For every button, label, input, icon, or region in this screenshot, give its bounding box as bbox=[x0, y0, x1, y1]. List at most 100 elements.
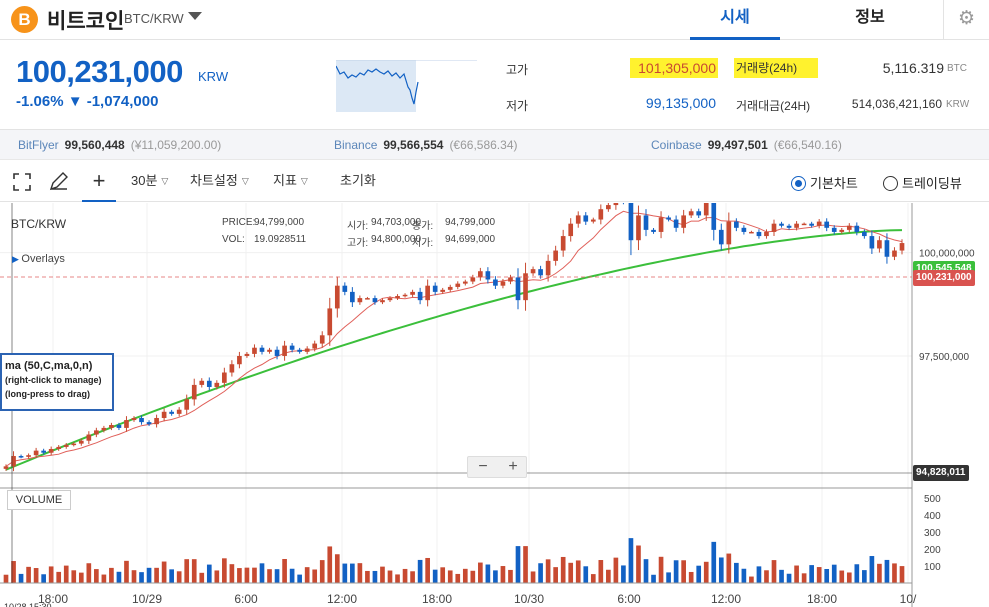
candle-body bbox=[515, 277, 521, 301]
candle-body bbox=[636, 215, 641, 241]
candle-body bbox=[244, 353, 250, 356]
chart-area[interactable]: 100,000,000 97,500,000 500 400 300 200 100 18:0… bbox=[0, 203, 989, 607]
coin-dropdown-icon[interactable] bbox=[188, 12, 202, 20]
volume-tick-label: 500 bbox=[924, 494, 941, 505]
volume-bar bbox=[846, 572, 852, 583]
volume-24h-value: 5,116.319 bbox=[882, 60, 944, 76]
tab-info[interactable]: 정보 bbox=[855, 9, 885, 26]
candle-body bbox=[199, 380, 205, 385]
x-tick-label-partial: 10/28 15:30 bbox=[4, 602, 52, 607]
overlays-toggle[interactable]: ▶ Overlays bbox=[12, 253, 65, 265]
exchange-item[interactable]: Binance 99,566,554 (€66,586.34) bbox=[334, 138, 518, 152]
volume-bar bbox=[862, 570, 867, 583]
reset-button[interactable]: 초기화 bbox=[340, 173, 376, 188]
tab-market[interactable]: 시세 bbox=[690, 0, 780, 40]
gear-icon[interactable]: ⚙ bbox=[943, 0, 989, 40]
radio-unselected-icon bbox=[883, 176, 898, 191]
volume-bar bbox=[33, 568, 39, 583]
ma-indicator-box[interactable]: ma (50,C,ma,0,n) (right-click to manage)… bbox=[0, 353, 114, 411]
candle-body bbox=[146, 422, 152, 425]
candle-body bbox=[357, 298, 363, 303]
candle-body bbox=[425, 285, 430, 301]
legend-close: 94,799,000 bbox=[445, 217, 496, 228]
candle-body bbox=[229, 364, 235, 373]
volume-bar bbox=[455, 573, 461, 583]
radio-basic-chart[interactable]: 기본차트 bbox=[791, 173, 858, 192]
volume-bar bbox=[417, 559, 423, 583]
candle-body bbox=[237, 355, 242, 365]
candle-body bbox=[553, 250, 558, 261]
candle-body bbox=[899, 243, 905, 251]
zoom-in-button[interactable]: + bbox=[508, 458, 518, 475]
candle-body bbox=[651, 229, 656, 232]
candle-body bbox=[568, 223, 574, 237]
radio-tradingview[interactable]: 트레이딩뷰 bbox=[883, 173, 962, 192]
crosshair-icon[interactable]: + bbox=[82, 160, 116, 202]
candle-body bbox=[124, 420, 129, 428]
candle-body bbox=[523, 273, 528, 301]
legend-high: 94,800,000 bbox=[371, 234, 422, 245]
exchange-item[interactable]: BitFlyer 99,560,448 (¥11,059,200.00) bbox=[18, 138, 221, 152]
volume-bar bbox=[380, 566, 385, 583]
candle-body bbox=[282, 345, 287, 356]
candle-body bbox=[312, 343, 318, 349]
candle-body bbox=[666, 217, 671, 220]
volume-bar bbox=[26, 566, 31, 583]
volume-bar bbox=[869, 556, 875, 583]
indicators-menu[interactable]: 지표 ▽ bbox=[273, 160, 308, 202]
candle-body bbox=[741, 227, 747, 232]
volume-tick-label: 400 bbox=[924, 511, 941, 522]
fullscreen-icon[interactable] bbox=[12, 160, 36, 202]
volume-bar bbox=[462, 568, 468, 583]
exchange-prices-row: BitFlyer 99,560,448 (¥11,059,200.00) Binan… bbox=[0, 130, 989, 160]
volume-bar bbox=[161, 561, 167, 583]
legend-low-label: 저가: bbox=[412, 238, 434, 249]
candle-body bbox=[606, 205, 611, 210]
volume-bar bbox=[877, 563, 882, 583]
interval-select[interactable]: 30분 ▽ bbox=[131, 160, 168, 202]
volume-bar bbox=[334, 554, 340, 583]
trade-amount-unit: KRW bbox=[946, 99, 970, 110]
volume-bar bbox=[628, 538, 634, 583]
zoom-out-button[interactable]: − bbox=[478, 458, 488, 475]
coin-name: 비트코인 bbox=[47, 10, 125, 33]
current-price: 100,231,000 bbox=[16, 54, 183, 89]
candle-body bbox=[831, 227, 837, 232]
candle-body bbox=[86, 434, 92, 441]
volume-bar bbox=[440, 567, 446, 583]
candle-body bbox=[101, 427, 107, 431]
volume-bar bbox=[636, 545, 641, 583]
candle-body bbox=[206, 380, 212, 387]
candle-body bbox=[252, 347, 257, 354]
candle-body bbox=[26, 455, 31, 457]
volume-bar bbox=[621, 565, 626, 583]
indicators-label: 지표 bbox=[273, 173, 297, 188]
candlestick-chart[interactable]: 100,000,000 97,500,000 500 400 300 200 100 18:0… bbox=[0, 203, 989, 607]
exchange-name: Binance bbox=[334, 138, 378, 152]
volume-bar bbox=[184, 559, 190, 583]
volume-bar bbox=[892, 563, 897, 583]
candle-body bbox=[500, 281, 506, 286]
candle-body bbox=[846, 225, 852, 230]
exchange-name: Coinbase bbox=[651, 138, 702, 152]
candle-body bbox=[94, 430, 99, 435]
candle-body bbox=[470, 277, 476, 282]
volume-bar bbox=[809, 565, 814, 583]
ma-hint-drag: (long-press to drag) bbox=[5, 389, 90, 399]
exchange-name: BitFlyer bbox=[18, 138, 59, 152]
volume-bar bbox=[327, 546, 333, 583]
x-tick-label: 10/ bbox=[900, 592, 917, 606]
candle-body bbox=[18, 456, 24, 458]
candle-body bbox=[816, 221, 822, 226]
volume-bar bbox=[78, 572, 84, 583]
exchange-price: 99,566,554 bbox=[383, 138, 444, 152]
chart-settings-menu[interactable]: 차트설정 ▽ bbox=[190, 160, 249, 202]
volume-bar bbox=[48, 566, 54, 583]
volume-bar bbox=[146, 567, 152, 583]
legend-vol: 19.0928511 bbox=[254, 234, 307, 245]
x-tick-label: 12:00 bbox=[327, 592, 357, 606]
pencil-icon[interactable] bbox=[48, 160, 74, 202]
exchange-item[interactable]: Coinbase 99,497,501 (€66,540.16) bbox=[651, 138, 842, 152]
candle-body bbox=[402, 294, 408, 297]
candle-body bbox=[3, 466, 9, 469]
